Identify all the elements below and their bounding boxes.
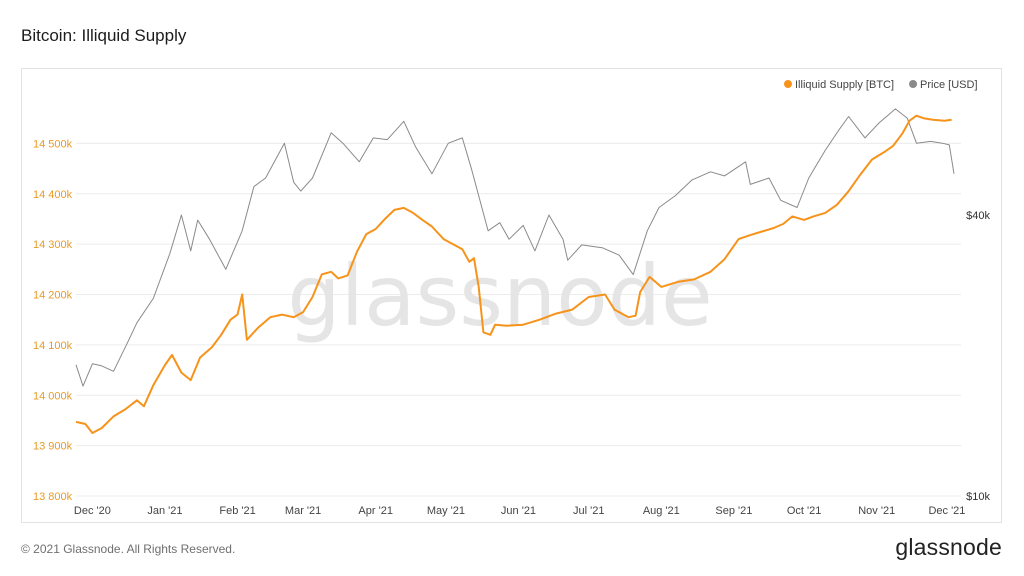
x-tick-label: Mar '21 [285,505,321,517]
series-layer [75,108,955,434]
page-title: Bitcoin: Illiquid Supply [21,26,187,45]
x-tick-label: Apr '21 [358,505,393,517]
legend-label: Price [USD] [920,79,977,91]
series-line-price-usd [75,108,955,387]
x-tick-label: Feb '21 [219,505,255,517]
y-right-tick-label: $10k [966,491,990,503]
x-tick-label: Dec '20 [74,505,111,517]
x-tick-label: Dec '21 [928,505,965,517]
legend: Illiquid Supply [BTC] Price [USD] [784,79,978,91]
y-left-tick-label: 14 500k [33,138,73,150]
watermark: glassnode [287,247,712,345]
y-left-tick-label: 13 900k [33,441,73,453]
legend-marker [784,80,792,88]
legend-marker [909,80,918,88]
legend-item[interactable]: Price [USD] [909,79,978,91]
x-tick-label: Oct '21 [787,505,822,517]
x-tick-label: Sep '21 [715,505,752,517]
y-left-tick-label: 14 000k [33,390,73,402]
chart-panel [21,68,1002,523]
gridlines [76,142,961,497]
y-left-tick-label: 14 100k [33,340,73,352]
y-left-tick-label: 14 200k [33,290,73,302]
series-line-illiquid-supply-btc [75,114,952,434]
x-tick-label: Nov '21 [858,505,895,517]
x-tick-label: Jul '21 [573,505,604,517]
legend-item[interactable]: Illiquid Supply [BTC] [784,79,894,91]
y-axis-right: $10k $40k [966,210,990,503]
x-tick-label: Jun '21 [501,505,536,517]
y-axis-left: 13 800k 13 900k 14 000k 14 100k 14 200k 14 30… [33,138,73,503]
glassnode-logo: glassnode [895,534,1002,560]
x-tick-label: Jan '21 [147,505,182,517]
y-right-tick-label: $40k [966,210,990,222]
x-tick-label: Aug '21 [643,505,680,517]
x-tick-label: May '21 [427,505,465,517]
y-left-tick-label: 14 300k [33,239,73,251]
x-axis: Dec '20 Jan '21 Feb '21 Mar '21 Apr '21 May '… [74,505,966,517]
y-left-tick-label: 13 800k [33,491,73,503]
y-left-tick-label: 14 400k [33,189,73,201]
copyright-text: © 2021 Glassnode. All Rights Reserved. [21,542,236,556]
legend-label: Illiquid Supply [BTC] [795,79,894,91]
